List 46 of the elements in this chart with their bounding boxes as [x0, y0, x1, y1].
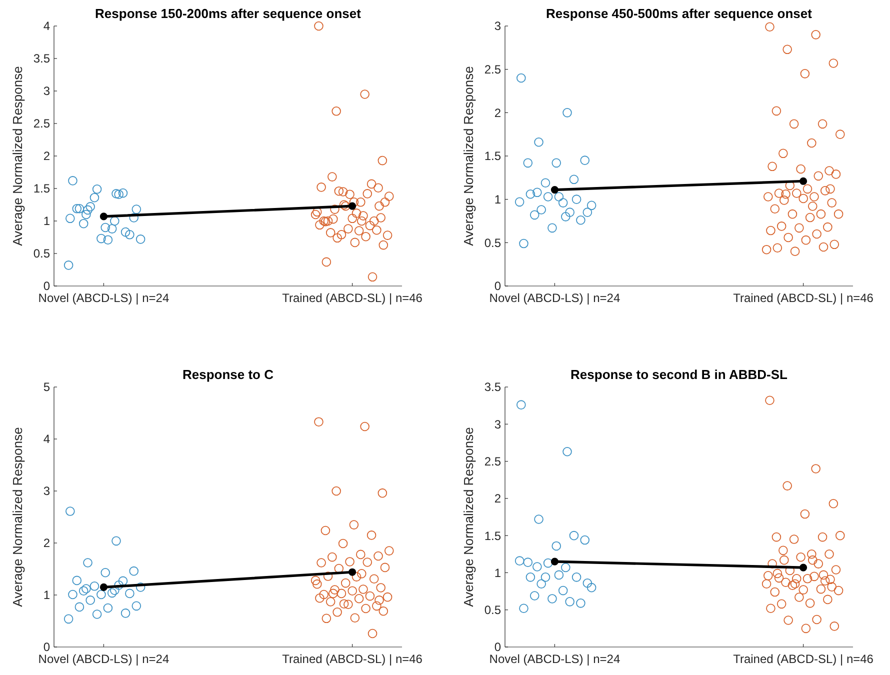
y-tick-label: 0.5 [484, 603, 502, 618]
x-tick-label: Trained (ABCD-SL) | n=46 [733, 652, 874, 666]
x-tick-label: Novel (ABCD-LS) | n=24 [38, 291, 170, 305]
y-tick-label: 2 [43, 149, 50, 164]
x-tick-label: Novel (ABCD-LS) | n=24 [489, 291, 620, 305]
y-tick-label: 3 [43, 484, 50, 498]
y-tick-label: 2 [494, 492, 502, 506]
y-tick-label: 0 [43, 640, 50, 654]
y-tick-label: 3 [494, 417, 502, 432]
x-tick-label: Novel (ABCD-LS) | n=24 [38, 652, 170, 666]
y-tick-label: 1.5 [484, 528, 502, 543]
y-tick-label: 1 [43, 214, 50, 228]
y-tick-label: 0 [43, 279, 50, 294]
y-tick-label: 0 [494, 279, 502, 294]
y-tick-label: 2.5 [484, 62, 502, 77]
y-tick-label: 1 [43, 588, 50, 602]
y-tick-label: 3 [43, 84, 50, 98]
y-axis-title: Average Normalized Response [10, 427, 25, 607]
x-tick-label: Novel (ABCD-LS) | n=24 [489, 652, 620, 666]
y-tick-label: 0 [494, 640, 502, 654]
chart-title: Response 450-500ms after sequence onset [546, 6, 813, 21]
y-axis-title: Average Normalized Response [10, 66, 25, 246]
y-tick-label: 2.5 [484, 454, 502, 468]
y-tick-label: 3.5 [484, 380, 502, 394]
y-tick-label: 2.5 [33, 116, 50, 131]
y-tick-label: 4 [43, 19, 50, 34]
y-tick-label: 0.5 [484, 236, 502, 250]
y-tick-label: 2 [43, 536, 50, 550]
y-tick-label: 1 [494, 566, 502, 580]
chart-title: Response to C [182, 367, 274, 382]
y-tick-label: 0.5 [33, 246, 50, 261]
y-tick-label: 1 [494, 192, 502, 207]
y-axis-title: Average Normalized Response [461, 66, 476, 246]
y-tick-label: 1.5 [484, 149, 502, 164]
y-tick-label: 3 [494, 19, 502, 34]
y-tick-label: 3.5 [33, 52, 50, 66]
y-tick-label: 2 [494, 106, 502, 120]
y-tick-label: 4 [43, 432, 50, 446]
x-tick-label: Trained (ABCD-SL) | n=46 [733, 291, 874, 305]
x-tick-label: Trained (ABCD-SL) | n=46 [282, 291, 423, 305]
chart-title: Response 150-200ms after sequence onset [95, 6, 362, 21]
x-tick-label: Trained (ABCD-SL) | n=46 [282, 652, 423, 666]
y-tick-label: 1.5 [33, 182, 50, 196]
y-tick-label: 5 [43, 380, 50, 394]
y-axis-title: Average Normalized Response [461, 427, 476, 607]
chart-title: Response to second B in ABBD-SL [570, 367, 788, 382]
